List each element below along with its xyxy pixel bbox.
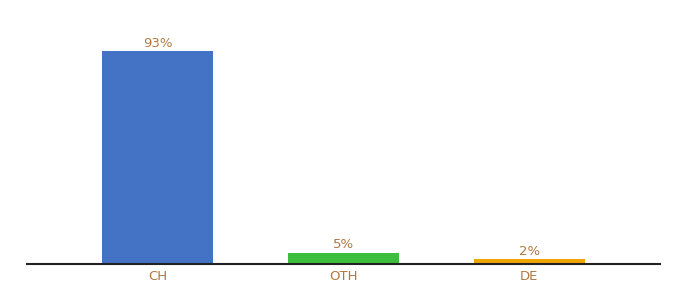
Text: 5%: 5% xyxy=(333,238,354,251)
Bar xyxy=(101,51,214,264)
Bar xyxy=(288,253,399,264)
Text: 2%: 2% xyxy=(519,245,540,258)
Text: 93%: 93% xyxy=(143,37,172,50)
Bar xyxy=(473,260,585,264)
